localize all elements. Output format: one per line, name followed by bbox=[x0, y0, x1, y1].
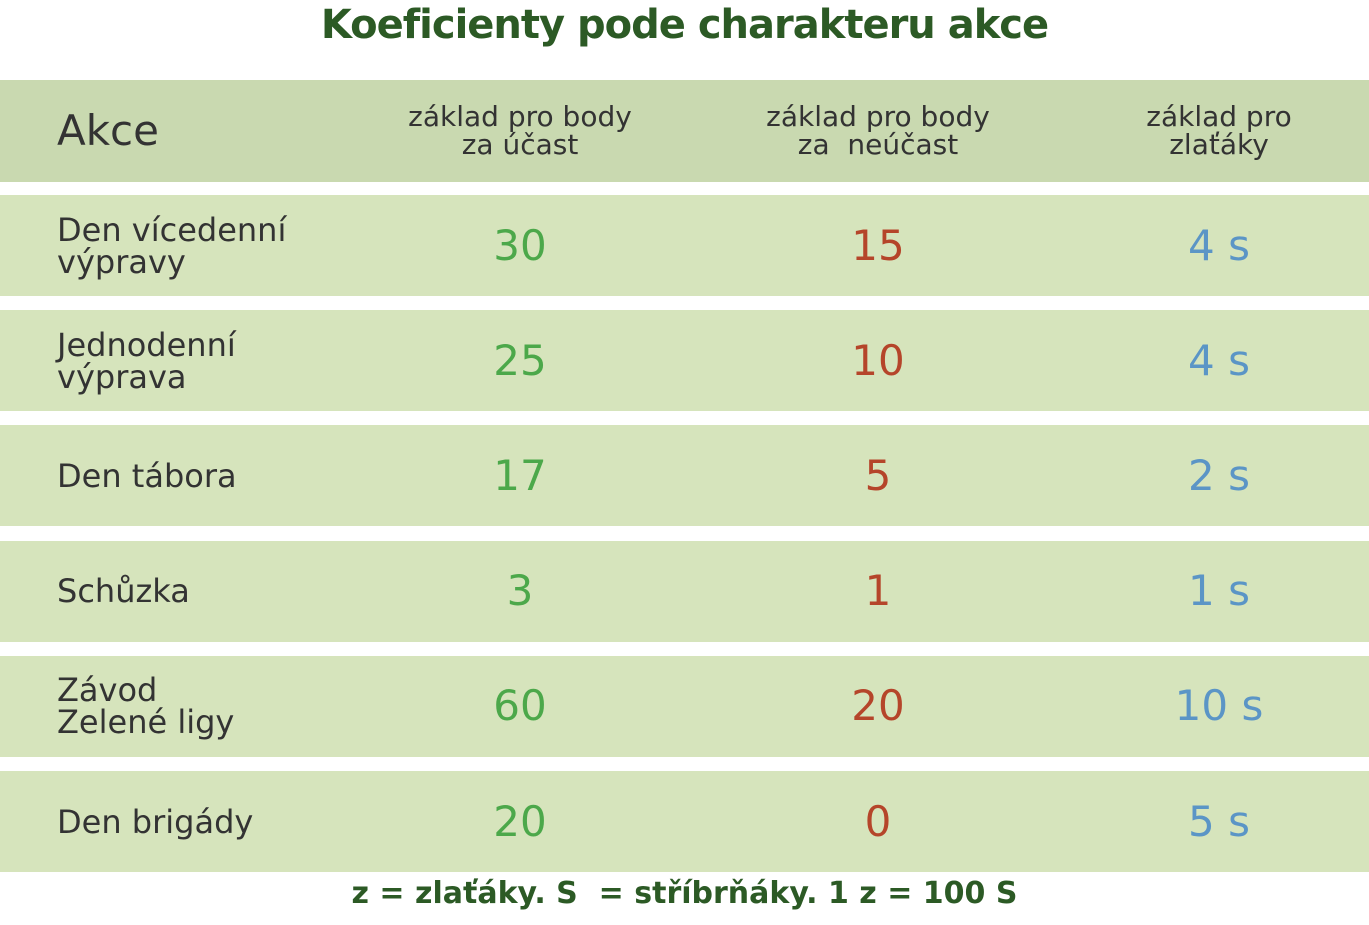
cell-text: 30 bbox=[493, 220, 547, 270]
header-cell: základ pro body za neúčast bbox=[728, 80, 1028, 182]
row-label-text: Den tábora bbox=[57, 456, 237, 495]
cell-value: 5 bbox=[728, 425, 1028, 526]
cell-value: 20 bbox=[370, 771, 670, 872]
cell-value: 17 bbox=[370, 425, 670, 526]
table-row: Den brigády 20 0 5 s bbox=[0, 771, 1369, 872]
header-text: základ pro bbox=[1146, 100, 1292, 133]
row-label: Den vícedenní výpravy bbox=[57, 195, 357, 296]
cell-text: 20 bbox=[493, 796, 547, 846]
cell-value: 2 s bbox=[1069, 425, 1369, 526]
cell-value: 60 bbox=[370, 656, 670, 757]
header-text: základ pro body bbox=[766, 100, 990, 133]
table-row: Den vícedenní výpravy 30 15 4 s bbox=[0, 195, 1369, 296]
cell-value: 30 bbox=[370, 195, 670, 296]
cell-text: 5 s bbox=[1188, 796, 1250, 846]
row-label-text: Schůzka bbox=[57, 572, 190, 611]
cell-text: 2 s bbox=[1188, 450, 1250, 500]
header-text: základ pro body bbox=[408, 100, 632, 133]
cell-text: 25 bbox=[493, 335, 547, 385]
row-label-text: Závod bbox=[57, 671, 158, 710]
row-label-text: Den brigády bbox=[57, 802, 254, 841]
row-label-text: Den vícedenní bbox=[57, 210, 287, 249]
cell-value: 10 s bbox=[1069, 656, 1369, 757]
row-label: Den tábora bbox=[57, 425, 357, 526]
row-label-text: výprava bbox=[57, 357, 187, 396]
row-label-text: Zelené ligy bbox=[57, 703, 235, 742]
title: Koeficienty pode charakteru akce bbox=[320, 2, 1049, 48]
header-cell: základ pro body za účast bbox=[370, 80, 670, 182]
cell-text: 4 s bbox=[1188, 335, 1250, 385]
cell-text: 3 bbox=[506, 566, 534, 616]
cell-text: 10 s bbox=[1174, 681, 1264, 731]
cell-value: 0 bbox=[728, 771, 1028, 872]
cell-value: 4 s bbox=[1069, 310, 1369, 411]
cell-value: 3 bbox=[370, 541, 670, 642]
header-text: za účast bbox=[461, 128, 579, 161]
table-row: Závod Zelené ligy 60 20 10 s bbox=[0, 655, 1369, 757]
header-text: za neúčast bbox=[797, 128, 959, 161]
table-row: Jednodenní výprava 25 10 4 s bbox=[0, 310, 1369, 412]
cell-text: 5 bbox=[864, 450, 892, 500]
cell-value: 25 bbox=[370, 310, 670, 411]
row-label: Den brigády bbox=[57, 771, 357, 872]
cell-text: 1 s bbox=[1188, 566, 1250, 616]
row-label: Jednodenní výprava bbox=[57, 310, 357, 411]
cell-text: 20 bbox=[851, 681, 905, 731]
cell-text: 0 bbox=[864, 796, 892, 846]
row-label-text: Jednodenní bbox=[57, 325, 236, 364]
cell-text: 4 s bbox=[1188, 220, 1250, 270]
row-label: Závod Zelené ligy bbox=[57, 656, 357, 757]
header-text: zlaťáky bbox=[1169, 128, 1269, 161]
header-row: Akce základ pro body za účast základ pro bo… bbox=[0, 80, 1369, 182]
cell-value: 5 s bbox=[1069, 771, 1369, 872]
table-row: Den tábora 17 5 2 s bbox=[0, 425, 1369, 527]
cell-text: 10 bbox=[851, 335, 905, 385]
cell-text: 15 bbox=[851, 220, 905, 270]
cell-value: 1 s bbox=[1069, 541, 1369, 642]
footer: z = zlaťáky. S = stříbrňáky. 1 z = 100 S bbox=[351, 876, 1018, 911]
header-cell: Akce bbox=[57, 80, 357, 182]
row-label: Schůzka bbox=[57, 541, 357, 642]
table-row: Schůzka 3 1 1 s bbox=[0, 540, 1369, 642]
cell-value: 1 bbox=[728, 541, 1028, 642]
cell-value: 4 s bbox=[1069, 195, 1369, 296]
header-text: Akce bbox=[57, 106, 159, 155]
row-label-text: výpravy bbox=[57, 242, 186, 281]
cell-value: 20 bbox=[728, 656, 1028, 757]
cell-text: 60 bbox=[493, 681, 547, 731]
cell-value: 15 bbox=[728, 195, 1028, 296]
header-cell: základ pro zlaťáky bbox=[1069, 80, 1369, 182]
cell-text: 17 bbox=[493, 450, 547, 500]
cell-text: 1 bbox=[864, 566, 892, 616]
cell-value: 10 bbox=[728, 310, 1028, 411]
